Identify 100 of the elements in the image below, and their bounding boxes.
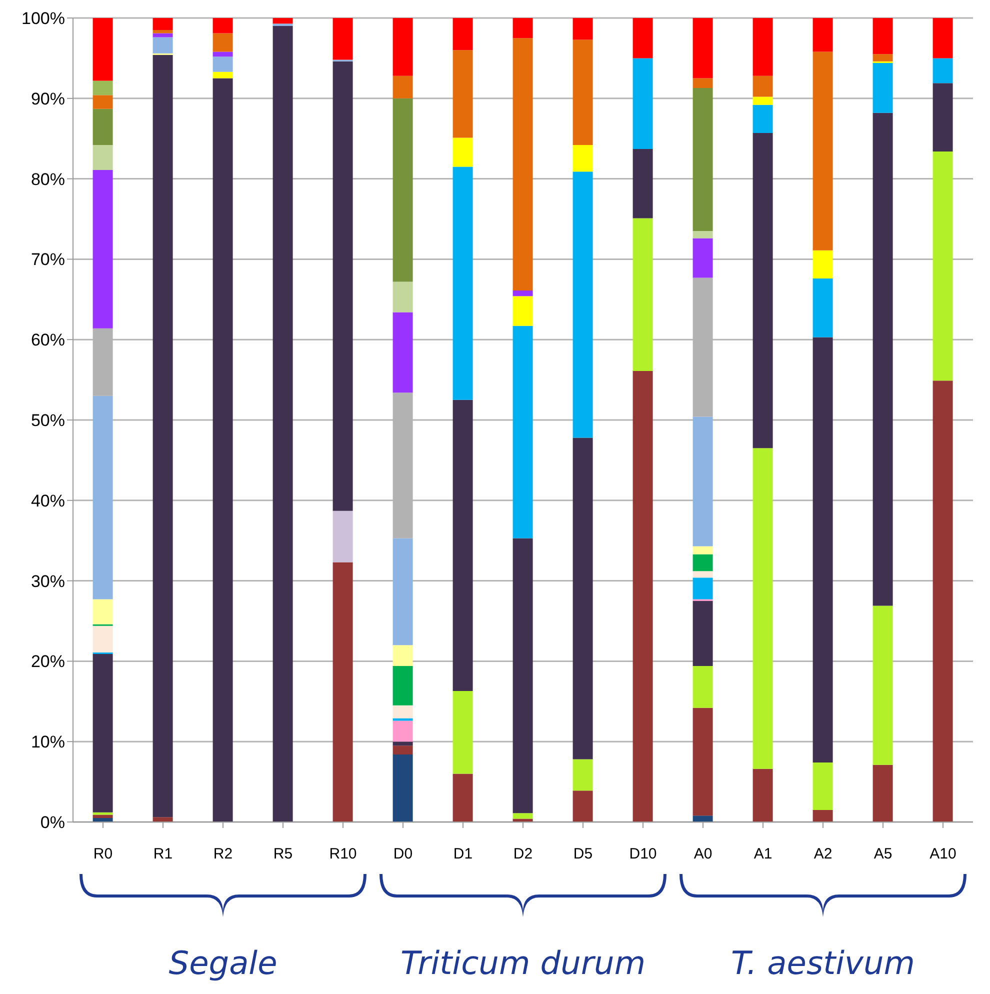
bar xyxy=(872,764,893,822)
bar xyxy=(212,56,233,72)
bar xyxy=(392,746,413,754)
x-tick-label: D1 xyxy=(453,846,473,863)
bar xyxy=(932,18,953,58)
bar xyxy=(572,145,593,172)
bar xyxy=(392,312,413,393)
bar xyxy=(512,38,533,291)
x-tick-label: R2 xyxy=(213,846,233,863)
text: T. aestivum xyxy=(731,944,915,982)
x-tick-label: R5 xyxy=(273,846,293,863)
bar xyxy=(92,95,113,109)
x-tick-label: D5 xyxy=(573,846,593,863)
bar xyxy=(572,18,593,40)
y-tick-label: 30% xyxy=(30,572,65,591)
bar xyxy=(692,546,713,554)
bar xyxy=(452,690,473,774)
bar xyxy=(932,151,953,381)
bar xyxy=(872,18,893,54)
bar xyxy=(92,599,113,624)
bar xyxy=(572,438,593,760)
bar xyxy=(872,606,893,765)
bar xyxy=(212,52,233,57)
bar xyxy=(632,370,653,822)
bar xyxy=(932,380,953,822)
bar xyxy=(92,654,113,812)
bar xyxy=(392,538,413,646)
bar xyxy=(152,30,173,34)
y-tick-label: 20% xyxy=(30,652,65,672)
bar xyxy=(92,80,113,96)
y-tick-label: 10% xyxy=(30,732,65,752)
bar xyxy=(692,600,713,666)
bar xyxy=(392,645,413,666)
bar xyxy=(812,52,833,250)
bar xyxy=(152,54,173,818)
bar xyxy=(512,18,533,38)
y-tick-label: 90% xyxy=(30,89,65,108)
bar xyxy=(332,18,353,60)
bar xyxy=(752,76,773,97)
bar xyxy=(452,774,473,822)
bar xyxy=(92,396,113,600)
bar xyxy=(92,18,113,81)
bar xyxy=(332,510,353,562)
y-tick-label: 100% xyxy=(22,9,65,28)
bar xyxy=(632,218,653,371)
bar xyxy=(92,812,113,815)
bar xyxy=(572,172,593,438)
bar xyxy=(92,145,113,170)
bar xyxy=(572,790,593,822)
bar xyxy=(572,40,593,146)
bar xyxy=(692,571,713,578)
bar xyxy=(272,18,293,24)
bar xyxy=(512,290,533,296)
x-tick-label: A0 xyxy=(694,846,712,863)
bar xyxy=(392,18,413,76)
x-tick-label: A1 xyxy=(754,846,772,863)
bar xyxy=(152,817,173,822)
y-tick-label: 40% xyxy=(30,491,65,510)
bar xyxy=(392,754,413,822)
y-tick-label: 80% xyxy=(30,170,65,189)
bar xyxy=(692,666,713,708)
bar xyxy=(392,76,413,98)
bar xyxy=(452,50,473,138)
bar xyxy=(812,810,833,822)
bar xyxy=(872,112,893,606)
bar xyxy=(692,231,713,238)
bar xyxy=(632,58,653,150)
bar xyxy=(692,708,713,816)
bar xyxy=(512,813,533,819)
bar xyxy=(392,705,413,718)
bar xyxy=(392,98,413,282)
bar xyxy=(692,78,713,88)
bar xyxy=(152,33,173,38)
bar xyxy=(632,149,653,218)
bar xyxy=(92,814,113,818)
bar xyxy=(212,72,233,78)
x-tick-label: A5 xyxy=(874,846,892,863)
y-tick-label: 70% xyxy=(30,250,65,270)
bar xyxy=(452,166,473,400)
bar xyxy=(452,18,473,50)
bar xyxy=(332,562,353,822)
x-tick-label: A2 xyxy=(814,846,832,863)
bar xyxy=(692,18,713,78)
bar xyxy=(752,132,773,448)
bar xyxy=(212,18,233,34)
y-tick-label: 0% xyxy=(40,813,65,832)
x-tick-label: R0 xyxy=(93,846,113,863)
bar xyxy=(812,18,833,52)
bar xyxy=(932,58,953,84)
bar xyxy=(872,63,893,113)
bar xyxy=(752,96,773,105)
bar xyxy=(752,18,773,76)
bar xyxy=(272,26,293,822)
bar xyxy=(692,554,713,572)
bar xyxy=(392,720,413,742)
bar xyxy=(392,282,413,312)
bar xyxy=(572,759,593,791)
bar xyxy=(752,768,773,822)
bar xyxy=(92,626,113,652)
bar xyxy=(932,83,953,152)
